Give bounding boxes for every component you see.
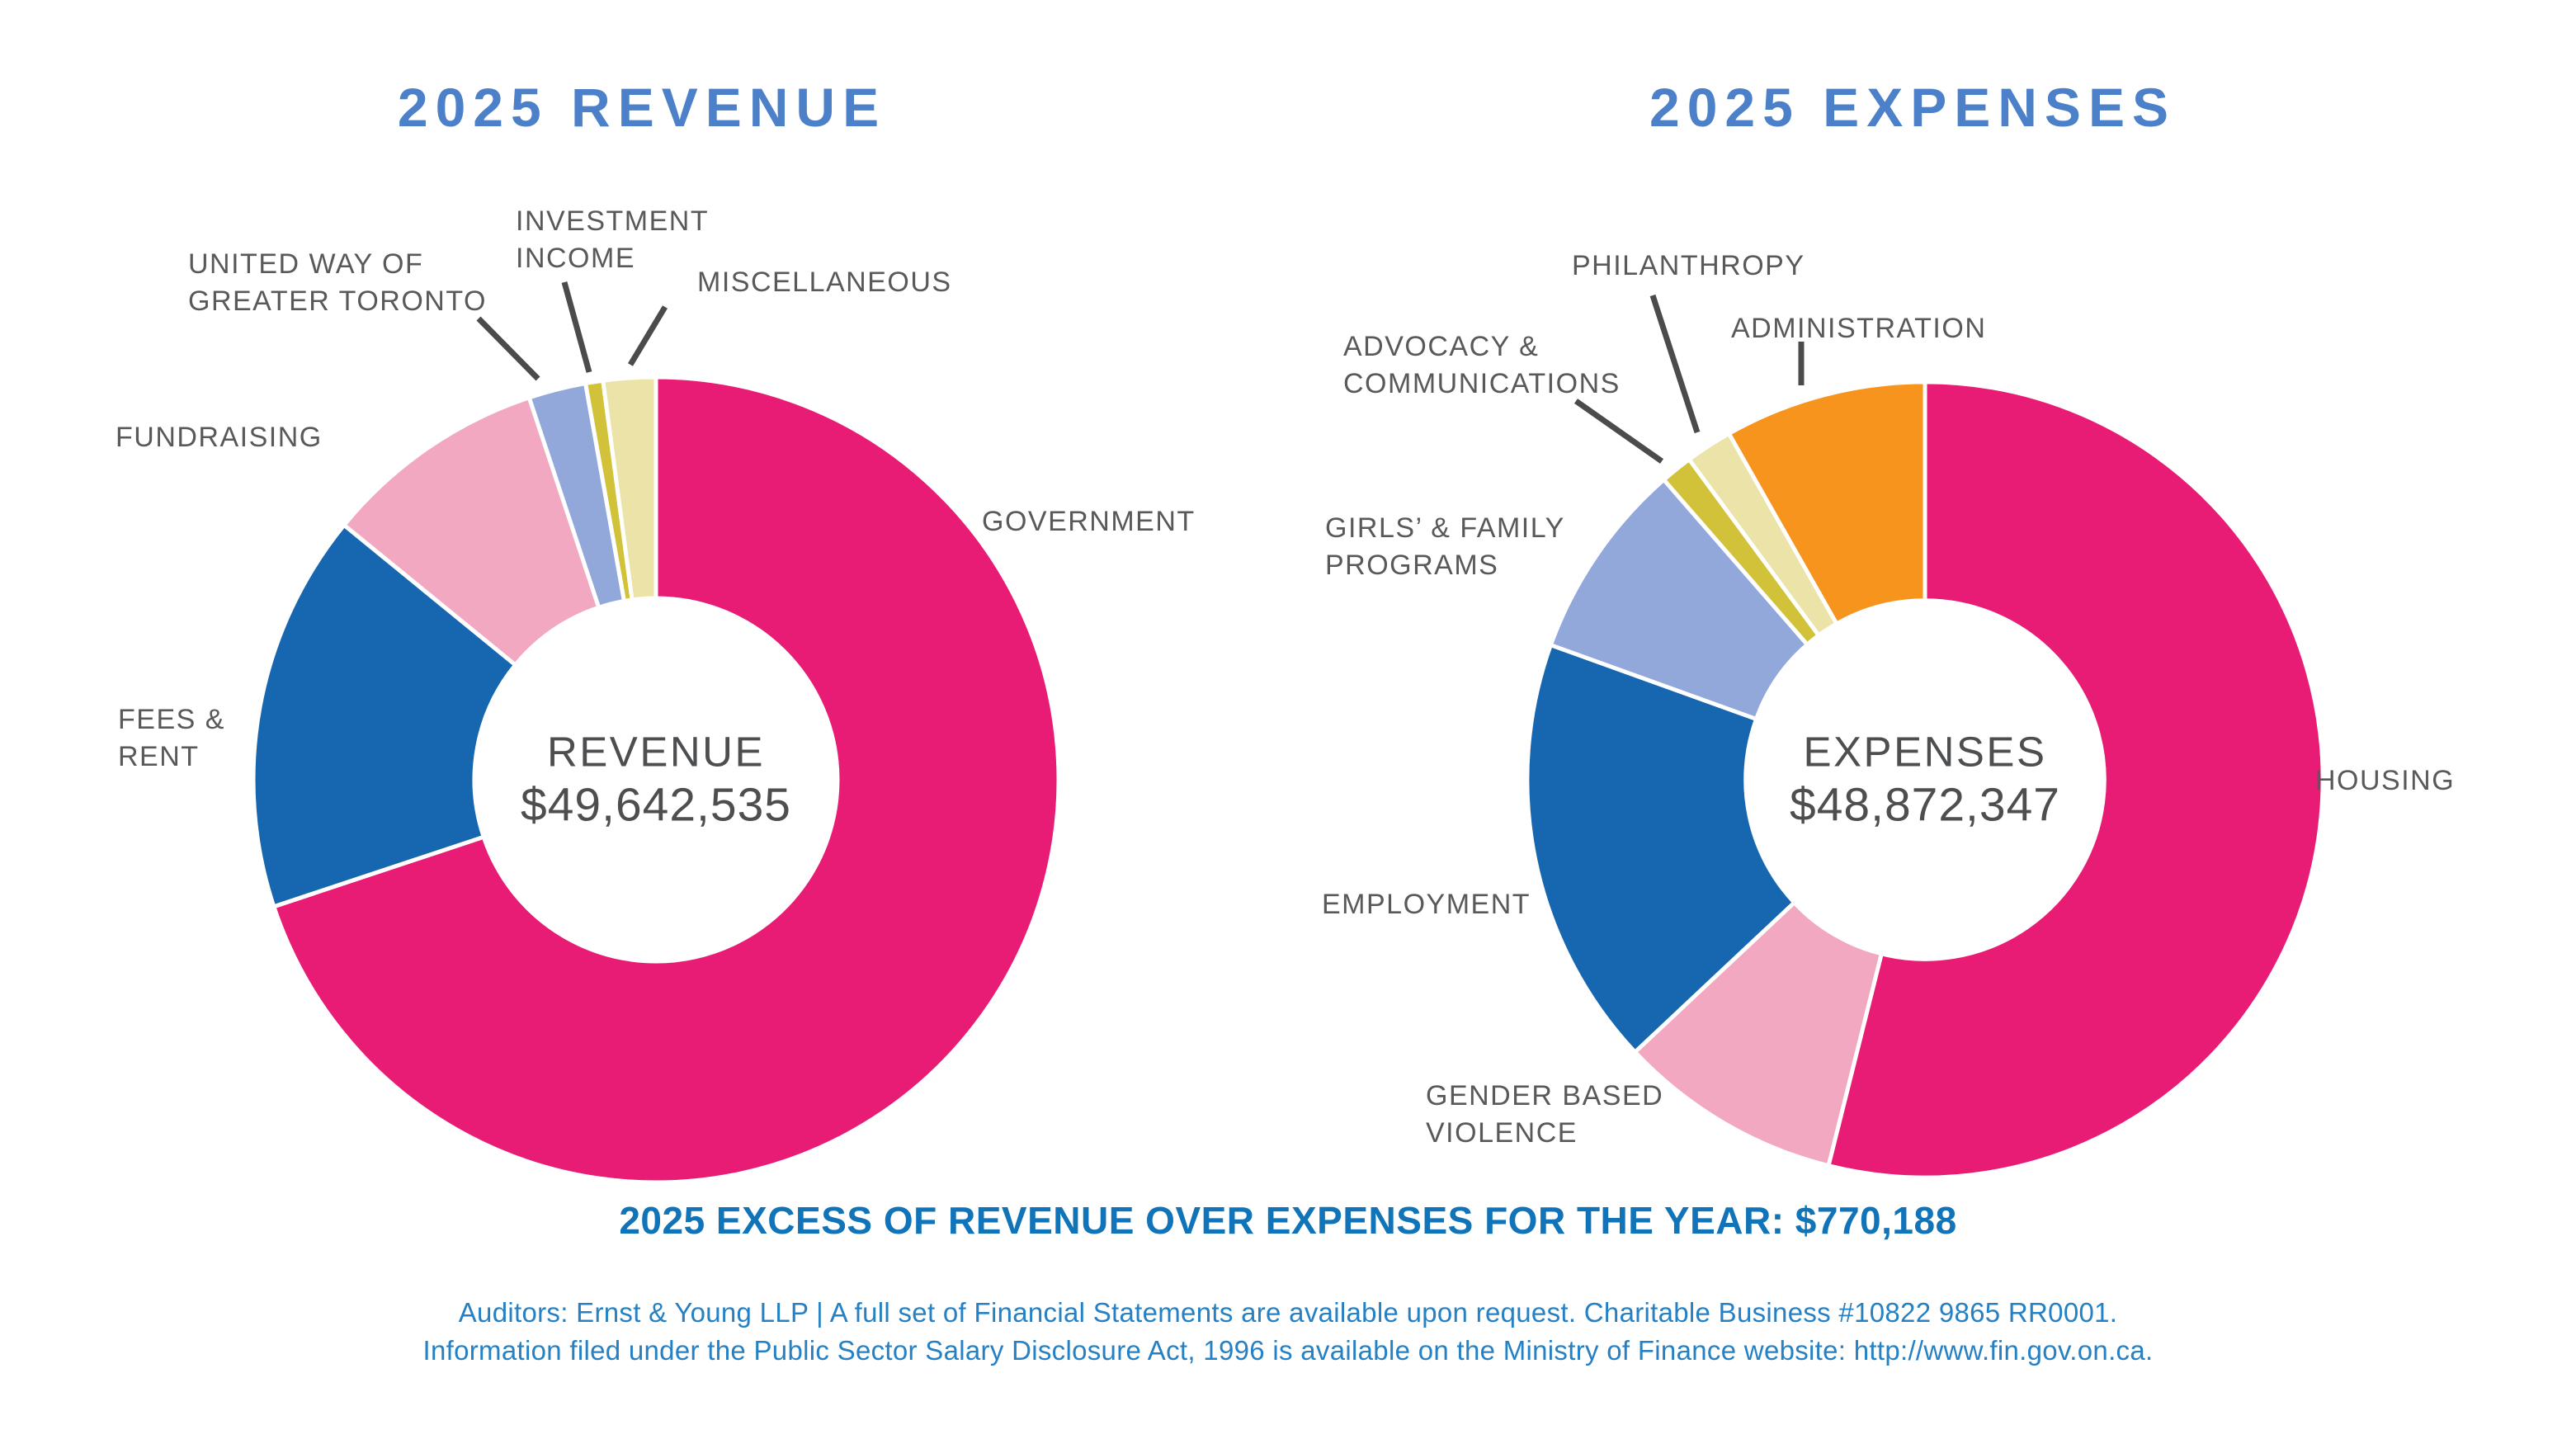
label-philanthropy: PHILANTHROPY	[1572, 250, 1805, 281]
excess-summary-text: 2025 EXCESS OF REVENUE OVER EXPENSES FOR…	[619, 1199, 1957, 1242]
label-housing: HOUSING	[2315, 765, 2456, 796]
leader-line-investment-income	[561, 281, 592, 373]
label-united-way: UNITED WAY OF GREATER TORONTO	[188, 248, 487, 317]
revenue-center-title: REVENUE	[546, 728, 766, 776]
label-fees-rent: FEES & RENT	[118, 704, 225, 772]
label-investment-income: INVESTMENT INCOME	[516, 205, 710, 274]
label-administration: ADMINISTRATION	[1731, 313, 1987, 344]
label-gender-based-violence: GENDER BASED VIOLENCE	[1426, 1080, 1664, 1149]
slice-fees-rent	[251, 522, 518, 909]
revenue-donut-chart	[251, 375, 1061, 1185]
leader-line-advocacy-communications	[1573, 399, 1664, 464]
label-advocacy-communications: ADVOCACY & COMMUNICATIONS	[1343, 331, 1621, 399]
label-miscellaneous: MISCELLANEOUS	[697, 267, 952, 298]
revenue-center-value: $49,642,535	[521, 778, 791, 832]
footer-auditors-text: Auditors: Ernst & Young LLP | A full set…	[458, 1297, 2118, 1328]
label-fundraising: FUNDRAISING	[116, 422, 323, 453]
slice-housing	[1826, 380, 2325, 1180]
expenses-center-value: $48,872,347	[1790, 778, 2060, 832]
revenue-chart-title: 2025 REVENUE	[397, 77, 887, 138]
label-girls-family-programs: GIRLS’ & FAMILY PROGRAMS	[1325, 512, 1565, 581]
expenses-center-label: EXPENSES $48,872,347	[1790, 728, 2060, 833]
slice-miscellaneous	[601, 375, 658, 602]
label-government: GOVERNMENT	[982, 506, 1196, 537]
slice-employment	[1525, 643, 1797, 1055]
expenses-chart-title: 2025 EXPENSES	[1649, 77, 2176, 138]
leader-line-miscellaneous	[627, 305, 668, 366]
slice-gbv	[1633, 900, 1884, 1168]
label-employment: EMPLOYMENT	[1322, 889, 1531, 920]
slice-government	[271, 375, 1061, 1185]
slice-administration	[1727, 380, 1927, 626]
leader-line-philanthropy	[1649, 294, 1701, 434]
revenue-center-label: REVENUE $49,642,535	[521, 728, 791, 833]
expenses-center-title: EXPENSES	[1803, 728, 2047, 776]
expenses-donut-chart	[1525, 380, 2325, 1180]
leader-line-united-way	[476, 316, 540, 381]
footer-disclosure-text: Information filed under the Public Secto…	[422, 1335, 2154, 1366]
